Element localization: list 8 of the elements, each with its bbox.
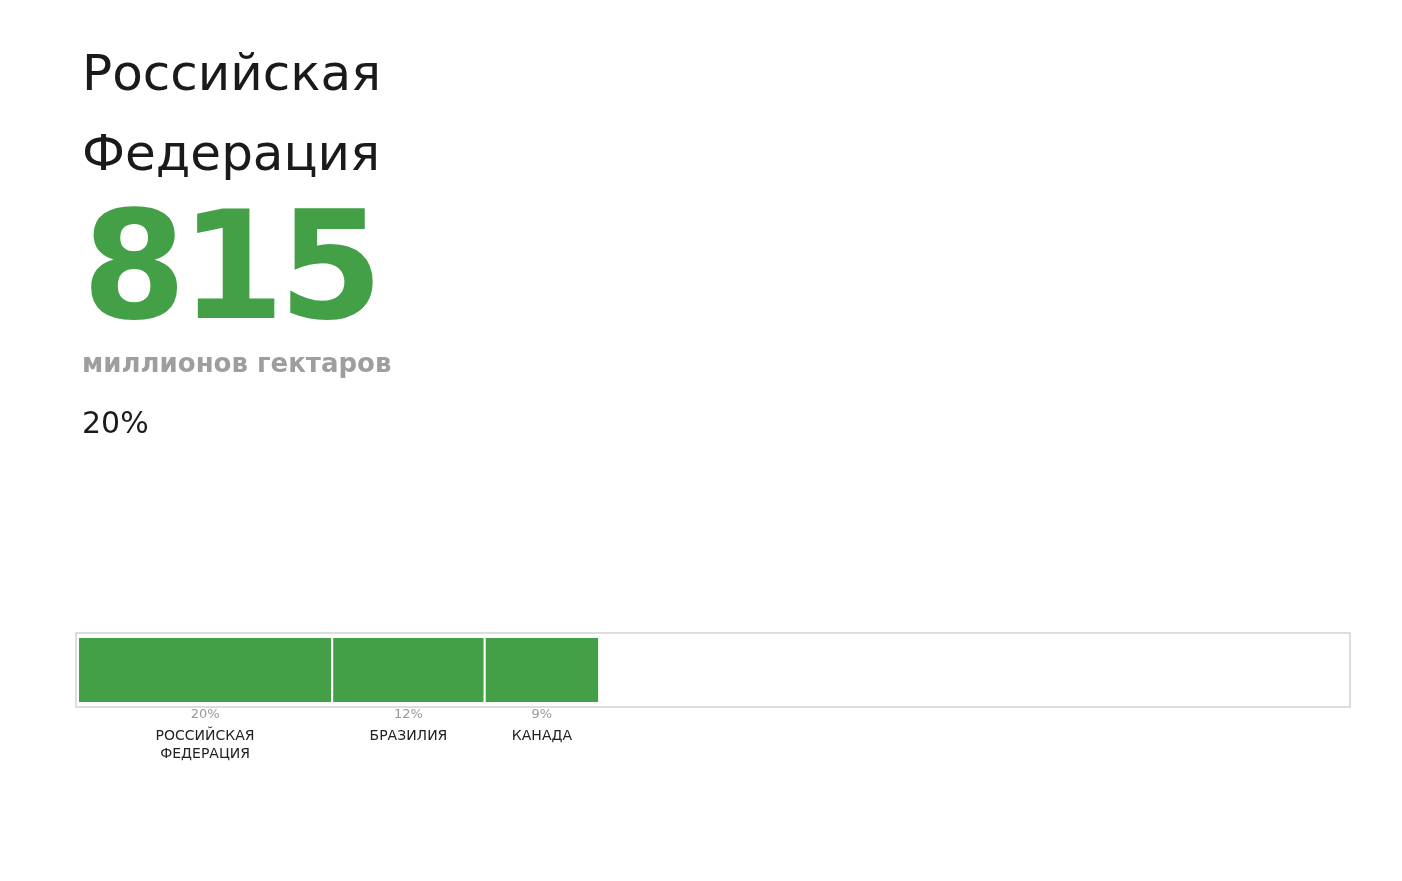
data-label: 20% — [190, 706, 220, 721]
series-label: КАНАДА — [511, 727, 573, 743]
series-label: БРАЗИЛИЯ — [369, 727, 448, 743]
series-label: РОССИЙСКАЯ ФЕДЕРАЦИЯ — [155, 726, 255, 761]
chart-title: Российская Федерация — [82, 44, 382, 182]
data-label: 12% — [394, 706, 423, 721]
data-label: 9% — [531, 706, 553, 721]
text: 20% — [82, 405, 149, 440]
